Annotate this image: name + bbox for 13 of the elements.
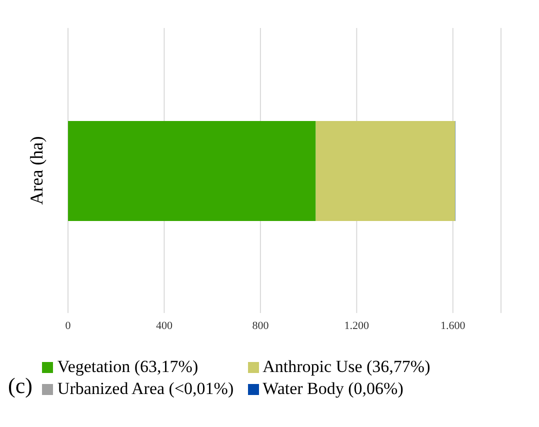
bar <box>68 121 316 221</box>
x-tick-label: 800 <box>252 320 270 332</box>
y-axis-title: Area (ha) <box>26 136 46 205</box>
legend-label: Vegetation (63,17%) <box>57 357 198 377</box>
legend-label: Urbanized Area (<0,01%) <box>57 379 234 399</box>
x-tick-label: 400 <box>156 320 173 332</box>
legend-label: Anthropic Use (36,77%) <box>262 357 430 377</box>
legend-label: Water Body (0,06%) <box>262 379 404 399</box>
x-tick-label: 1.600 <box>440 320 466 332</box>
text: (c) <box>8 373 32 398</box>
bar <box>316 121 456 221</box>
x-tick-label: 1.200 <box>344 320 370 332</box>
x-tick-label: 0 <box>65 320 72 332</box>
